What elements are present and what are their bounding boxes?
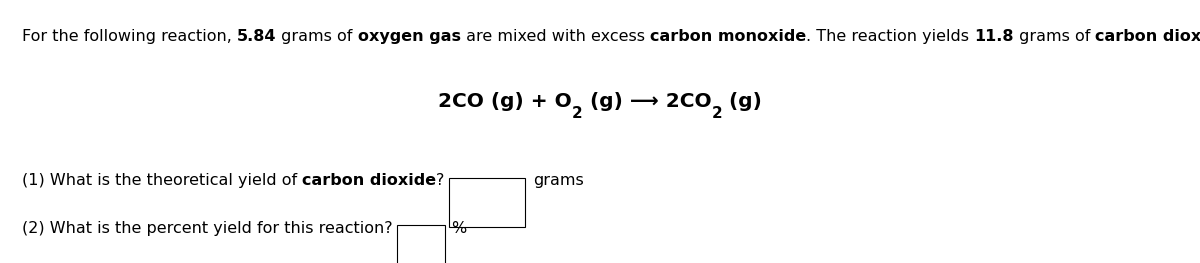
Text: carbon dioxide: carbon dioxide	[1096, 29, 1200, 44]
Text: 2: 2	[712, 106, 722, 121]
Text: carbon dioxide: carbon dioxide	[302, 173, 436, 188]
Text: 2CO (g) + O: 2CO (g) + O	[438, 92, 572, 110]
Bar	[397, 225, 445, 263]
Text: 11.8: 11.8	[974, 29, 1014, 44]
Text: oxygen gas: oxygen gas	[358, 29, 461, 44]
Text: (g): (g)	[722, 92, 762, 110]
Text: 5.84: 5.84	[236, 29, 276, 44]
Text: grams of: grams of	[276, 29, 358, 44]
Text: For the following reaction,: For the following reaction,	[22, 29, 236, 44]
Bar	[449, 178, 524, 227]
Text: (1) What is the theoretical yield of: (1) What is the theoretical yield of	[22, 173, 302, 188]
Text: are mixed with excess: are mixed with excess	[461, 29, 649, 44]
Text: grams of: grams of	[1014, 29, 1096, 44]
Text: . The reaction yields: . The reaction yields	[806, 29, 974, 44]
Text: 2: 2	[572, 106, 583, 121]
Text: (g) ⟶ 2CO: (g) ⟶ 2CO	[583, 92, 712, 110]
Text: (2) What is the percent yield for this reaction?: (2) What is the percent yield for this r…	[22, 221, 392, 236]
Text: grams: grams	[533, 173, 584, 188]
Text: carbon monoxide: carbon monoxide	[649, 29, 806, 44]
Text: ?: ?	[436, 173, 444, 188]
Text: %: %	[451, 221, 467, 236]
